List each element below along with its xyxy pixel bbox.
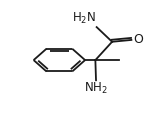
Text: O: O — [133, 33, 143, 46]
Text: NH$_2$: NH$_2$ — [84, 81, 108, 96]
Text: H$_2$N: H$_2$N — [72, 11, 96, 26]
